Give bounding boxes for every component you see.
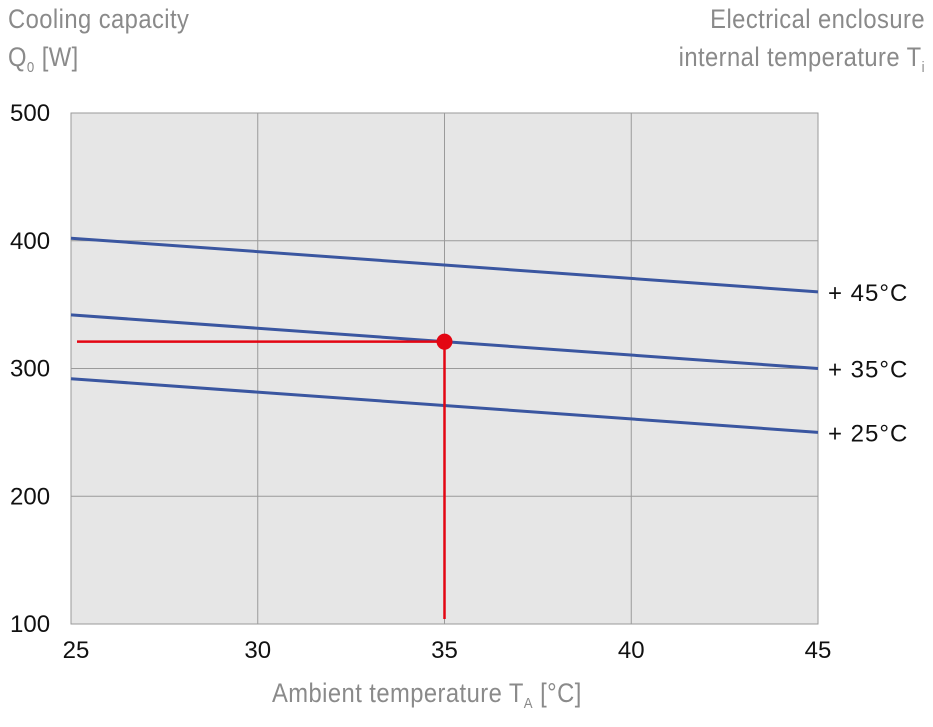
- x-tick-label: 40: [618, 637, 645, 664]
- legend-title-subscript: i: [921, 59, 925, 76]
- x-axis-title: Ambient temperature TA [°C]: [272, 678, 582, 712]
- x-tick-label: 25: [63, 637, 90, 664]
- y-axis-title: Cooling capacity Q0 [W]: [8, 4, 189, 90]
- x-axis-unit: [°C]: [540, 678, 582, 708]
- series-label: + 25°C: [828, 420, 908, 447]
- annotation-point: [436, 333, 453, 350]
- y-axis-subscript: 0: [26, 59, 35, 76]
- x-tick-label: 45: [805, 637, 832, 664]
- legend-title: Electrical enclosure internal temperatur…: [679, 4, 925, 90]
- legend-title-line2: internal temperature T: [678, 42, 922, 72]
- x-tick-label: 35: [431, 637, 458, 664]
- x-tick-label: 30: [244, 637, 271, 664]
- series-label: + 35°C: [828, 357, 908, 384]
- y-tick-label: 300: [10, 356, 50, 383]
- y-tick-label: 500: [10, 100, 50, 127]
- legend-title-line1: Electrical enclosure: [710, 4, 925, 34]
- y-tick-label: 100: [10, 611, 50, 638]
- y-tick-label: 400: [10, 228, 50, 255]
- series-label: + 45°C: [828, 280, 908, 307]
- y-axis-unit: [W]: [41, 42, 79, 72]
- series-line: [70, 236, 819, 294]
- y-axis-title-main: Cooling capacity: [8, 4, 190, 34]
- x-axis-title-main: Ambient temperature T: [272, 678, 524, 708]
- y-axis-symbol: Q: [8, 42, 27, 72]
- y-tick-label: 200: [10, 483, 50, 510]
- x-axis-subscript: A: [523, 695, 534, 712]
